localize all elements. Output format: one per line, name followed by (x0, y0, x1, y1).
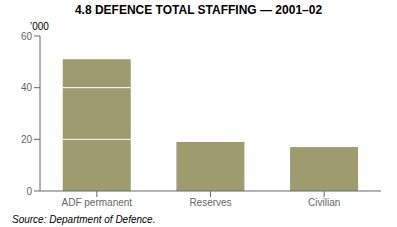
html-text:4.8 DEFENCE TOTAL STAFFING — 2: 4.8 DEFENCE TOTAL STAFFING — 2001–02 (74, 3, 323, 17)
html-text:’000: ’000 (30, 21, 49, 32)
svg-text:Civilian: Civilian (308, 197, 340, 208)
html-text:Source: Department of Defence.: Source: Department of Defence. (12, 214, 156, 225)
svg-text:0: 0 (26, 186, 32, 197)
svg-text:40: 40 (21, 82, 33, 93)
svg-text:20: 20 (21, 134, 33, 145)
svg-text:60: 60 (21, 31, 33, 42)
svg-text:Reserves: Reserves (189, 197, 231, 208)
svg-text:ADF permanent: ADF permanent (62, 197, 133, 208)
